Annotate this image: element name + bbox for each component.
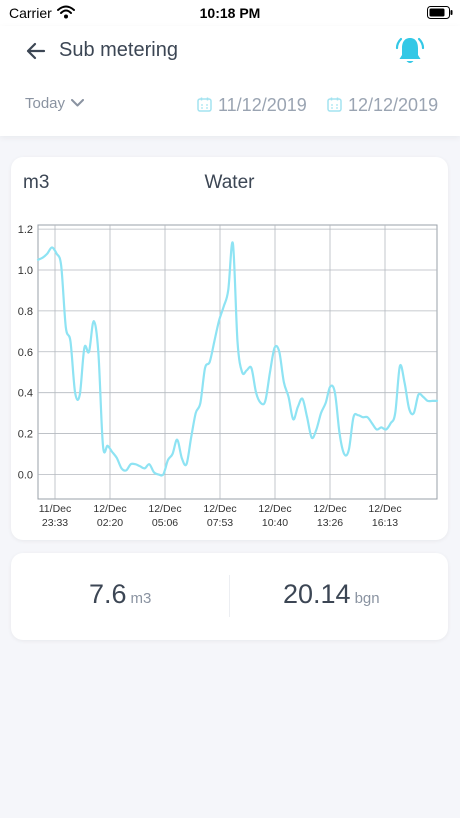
- x-tick-label: 12/Dec: [203, 503, 236, 515]
- x-tick-label: 12/Dec: [258, 503, 291, 515]
- volume-value: 7.6: [89, 579, 127, 609]
- x-tick-label: 12/Dec: [93, 503, 126, 515]
- date-to-picker[interactable]: 12/12/2019: [327, 95, 438, 117]
- x-tick-label: 02:20: [97, 517, 123, 529]
- water-series-line: [36, 241, 439, 477]
- back-arrow-icon[interactable]: [23, 38, 49, 64]
- volume-stat: 7.6 m3: [89, 579, 151, 610]
- chart-title: Water: [204, 172, 255, 193]
- x-tick-label: 13:26: [317, 517, 343, 529]
- cost-stat: 20.14 bgn: [283, 579, 380, 610]
- x-tick-label: 10:40: [262, 517, 288, 529]
- y-tick-label: 0.4: [18, 388, 33, 400]
- y-tick-label: 1.2: [18, 224, 33, 236]
- y-tick-label: 0.6: [18, 347, 33, 359]
- water-chart-card: 1.2 1.0 0.8 0.6 0.4 0.2 0.0 11/Dec 23:33 12/Dec 02…: [11, 157, 448, 540]
- calendar-icon: [327, 96, 342, 117]
- chevron-down-icon: [71, 94, 85, 111]
- x-tick-label: 12/Dec: [368, 503, 401, 515]
- cost-value: 20.14: [283, 579, 351, 609]
- x-tick-label: 23:33: [42, 517, 68, 529]
- volume-unit: m3: [130, 590, 152, 607]
- water-chart: 1.2 1.0 0.8 0.6 0.4 0.2 0.0 11/Dec 23:33 12/Dec 02…: [18, 224, 439, 529]
- clock-label: 10:18 PM: [199, 5, 261, 21]
- battery-icon: [427, 6, 453, 22]
- y-tick-label: 0.8: [18, 306, 33, 318]
- carrier-label: Carrier: [9, 5, 52, 21]
- y-tick-label: 1.0: [18, 265, 33, 277]
- calendar-icon: [197, 96, 212, 117]
- x-tick-label: 05:06: [152, 517, 178, 529]
- x-tick-label: 11/Dec: [39, 503, 72, 515]
- x-tick-label: 07:53: [207, 517, 233, 529]
- page-title: Sub metering: [59, 39, 178, 61]
- period-dropdown[interactable]: Today: [25, 94, 85, 112]
- x-tick-label: 16:13: [372, 517, 398, 529]
- x-tick-label: 12/Dec: [313, 503, 346, 515]
- date-to-label: 12/12/2019: [348, 95, 439, 115]
- chart-unit-label: m3: [23, 172, 50, 193]
- plot-frame: [37, 224, 438, 500]
- stat-divider: [229, 575, 230, 617]
- bell-icon[interactable]: [393, 34, 427, 68]
- date-from-picker[interactable]: 11/12/2019: [197, 95, 307, 117]
- y-tick-label: 0.0: [18, 469, 33, 481]
- summary-card: 7.6 m3 20.14 bgn: [11, 553, 448, 640]
- app-header: Sub metering Today 11/12/2019: [0, 26, 460, 136]
- date-from-label: 11/12/2019: [218, 95, 307, 115]
- wifi-icon: [57, 5, 75, 22]
- y-tick-label: 0.2: [18, 429, 33, 441]
- x-tick-label: 12/Dec: [148, 503, 181, 515]
- period-label: Today: [25, 95, 66, 112]
- cost-unit: bgn: [354, 590, 380, 607]
- status-bar: Carrier 10:18 PM: [0, 0, 460, 26]
